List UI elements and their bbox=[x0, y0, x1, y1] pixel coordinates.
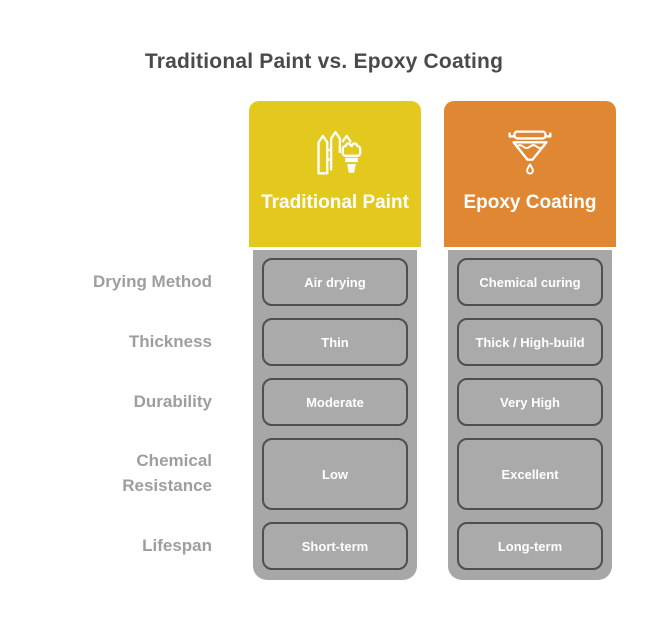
value-pill: Air drying bbox=[262, 258, 408, 306]
row-label-thickness: Thickness bbox=[128, 331, 212, 351]
value-pill: Moderate bbox=[262, 378, 408, 426]
column-header-traditional-paint: Traditional Paint bbox=[249, 101, 421, 247]
trowel-drip-icon bbox=[508, 130, 552, 175]
page-title: Traditional Paint vs. Epoxy Coating bbox=[144, 50, 504, 73]
column-label-traditional-paint: Traditional Paint bbox=[261, 192, 409, 213]
row-label-durability: Durability bbox=[133, 391, 212, 411]
value-pill: Thin bbox=[262, 318, 408, 366]
column-label-epoxy-coating: Epoxy Coating bbox=[463, 192, 597, 213]
value-pill: Long-term bbox=[457, 522, 603, 570]
row-label-lifespan: Lifespan bbox=[142, 535, 212, 555]
column-body-traditional-paint: Air drying Thin Moderate Low Short-term bbox=[253, 250, 417, 580]
column-header-epoxy-coating: Epoxy Coating bbox=[444, 101, 616, 247]
value-pill: Chemical curing bbox=[457, 258, 603, 306]
value-pill: Excellent bbox=[457, 438, 603, 510]
column-body-epoxy-coating: Chemical curing Thick / High-build Very … bbox=[448, 250, 612, 580]
row-label-drying-method: Drying Method bbox=[93, 271, 212, 291]
row-label-chemical-resistance: Chemical Resistance bbox=[122, 451, 212, 495]
fence-paintbrush-icon bbox=[317, 130, 362, 175]
value-pill: Short-term bbox=[262, 522, 408, 570]
value-pill: Very High bbox=[457, 378, 603, 426]
value-pill: Thick / High-build bbox=[457, 318, 603, 366]
value-pill: Low bbox=[262, 438, 408, 510]
